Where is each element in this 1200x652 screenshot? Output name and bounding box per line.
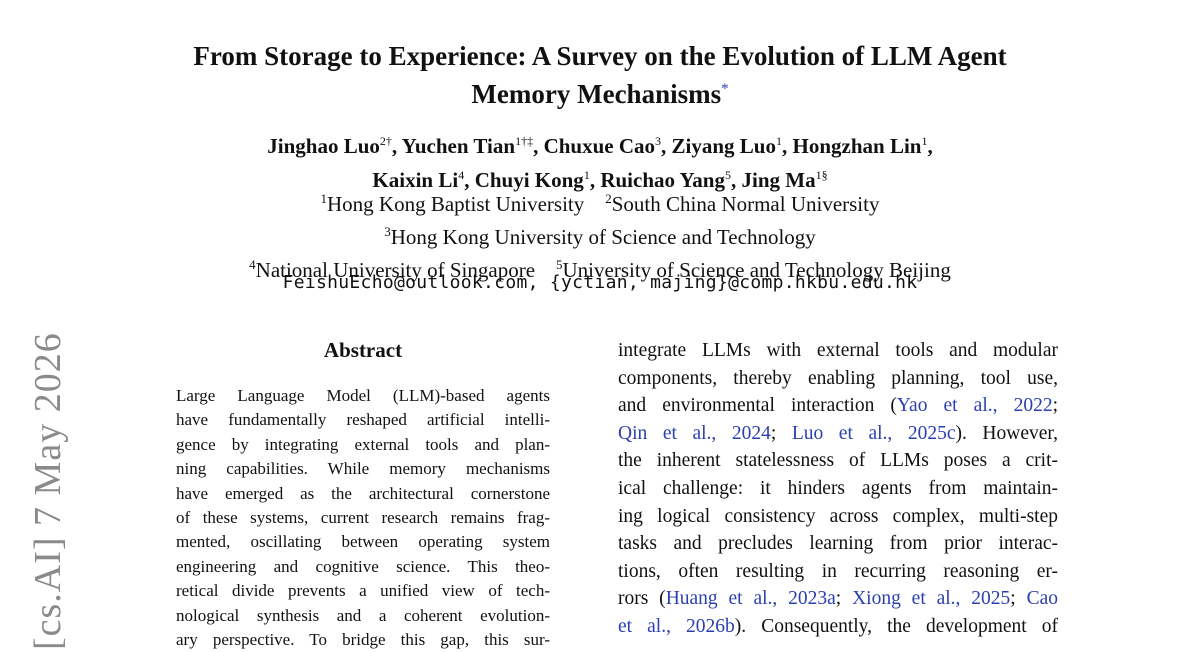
author-separator: ,: [589, 168, 601, 192]
author-affiliation-mark: 1: [776, 134, 782, 148]
abstract-body: Large Language Model (LLM)-based agents h…: [176, 384, 550, 652]
author-affiliation-mark: 5: [724, 168, 731, 182]
author-affiliation-mark: 4: [458, 168, 465, 182]
intro-line: ical challenge: it hinders agents from m…: [618, 475, 1058, 503]
author-separator: ,: [661, 134, 672, 158]
abstract-line: ary perspective. To bridge this gap, thi…: [176, 630, 550, 650]
abstract-line: nological synthesis and a coherent evolu…: [176, 605, 550, 625]
affiliation-mark: 4: [249, 257, 256, 272]
abstract-line: of these systems, current research remai…: [176, 508, 550, 528]
arxiv-side-stamp: [cs.AI] 7 May 2026: [27, 332, 69, 650]
intro-text: ). Consequently, the development of: [734, 615, 1058, 637]
intro-line: Qin et al., 2024; Luo et al., 2025c). Ho…: [618, 420, 1058, 448]
intro-text: ). However,: [955, 422, 1058, 444]
author-name: Chuxue Cao: [543, 134, 656, 158]
citation-link[interactable]: Xiong et al., 2025: [852, 588, 1011, 610]
abstract-line: have fundamentally reshaped artificial i…: [176, 410, 550, 430]
affiliation-name: University of Science and Technology Bei…: [562, 258, 951, 282]
author-name: Jing Ma: [741, 168, 816, 192]
title-footnote-mark[interactable]: *: [721, 81, 729, 97]
intro-text: ing logical consistency across complex, …: [618, 505, 1058, 527]
author-name: Chuyi Kong: [474, 168, 584, 192]
abstract-line: ning capabilities. While memory mechanis…: [176, 459, 550, 479]
affiliation-name: National University of Singapore: [255, 258, 536, 282]
affiliation-name: South China Normal University: [611, 192, 880, 216]
citation-link[interactable]: Yao et al., 2022: [896, 395, 1053, 417]
author-separator: ,: [391, 134, 402, 158]
intro-text: components, thereby enabling planning, t…: [618, 367, 1058, 389]
author-affiliation-mark: 1†‡: [515, 134, 534, 148]
intro-text: integrate LLMs with external tools and m…: [618, 340, 1058, 361]
citation-link[interactable]: Huang et al., 2023a: [665, 588, 836, 610]
intro-text: ;: [1052, 395, 1058, 417]
author-name: Yuchen Tian: [401, 134, 516, 158]
author-list: Jinghao Luo2†, Yuchen Tian1†‡, Chuxue Ca…: [0, 127, 1200, 195]
affiliation-line-1: 1Hong Kong Baptist University 2South Chi…: [0, 185, 1200, 218]
title-line-2-text: Memory Mechanisms: [471, 79, 722, 109]
intro-line: components, thereby enabling planning, t…: [618, 365, 1058, 393]
title-line-2: Memory Mechanisms*: [0, 73, 1200, 111]
author-affiliation-mark: 2†: [379, 134, 392, 148]
intro-line: tasks and precludes learning from prior …: [618, 530, 1058, 558]
author-line-1: Jinghao Luo2†, Yuchen Tian1†‡, Chuxue Ca…: [0, 127, 1200, 161]
author-affiliation-mark: 3: [655, 134, 662, 148]
intro-text: and environmental interaction (: [618, 395, 897, 417]
author-separator: ,: [782, 134, 793, 158]
intro-text: ;: [770, 422, 792, 444]
affiliation-mark: 1: [320, 191, 328, 206]
contact-email: FeishuEcho@outlook.com, {yctian, majing}…: [282, 272, 918, 293]
author-separator: ,: [730, 168, 742, 192]
abstract-line: engineering and cognitive science. This …: [176, 556, 550, 576]
affiliation-line-3: 4National University of Singapore 5Unive…: [0, 251, 1200, 284]
citation-link[interactable]: Luo et al., 2025c: [791, 422, 956, 444]
intro-line: tions, often resulting in recurring reas…: [618, 558, 1058, 586]
citation-link[interactable]: Qin et al., 2024: [618, 422, 771, 444]
affiliations: 1Hong Kong Baptist University 2South Chi…: [0, 185, 1200, 284]
author-separator: ,: [464, 168, 475, 192]
affiliation-name: Hong Kong University of Science and Tech…: [390, 225, 816, 249]
intro-line: and environmental interaction (Yao et al…: [618, 392, 1058, 420]
author-name: Ziyang Luo: [671, 134, 776, 158]
intro-text: the inherent statelessness of LLMs poses…: [618, 450, 1058, 472]
author-name: Jinghao Luo: [267, 134, 380, 158]
affiliation-line-2: 3Hong Kong University of Science and Tec…: [0, 218, 1200, 251]
intro-text: tions, often resulting in recurring reas…: [618, 560, 1058, 582]
author-affiliation-mark: 1: [921, 134, 928, 148]
abstract-heading: Abstract: [323, 338, 403, 362]
citation-link[interactable]: Cao: [1026, 588, 1058, 610]
intro-text: ;: [1010, 588, 1027, 610]
introduction-body: integrate LLMs with external tools and m…: [618, 337, 1058, 641]
author-line-2: Kaixin Li4, Chuyi Kong1, Ruichao Yang5, …: [0, 161, 1200, 195]
citation-link[interactable]: et al., 2026b: [618, 615, 735, 637]
affiliation-mark: 5: [556, 257, 563, 272]
author-separator: ,: [927, 134, 933, 158]
intro-text: tasks and precludes learning from prior …: [618, 533, 1058, 555]
abstract-line: have emerged as the architectural corner…: [176, 483, 550, 503]
author-affiliation-mark: 1: [583, 168, 590, 182]
title-line-1: From Storage to Experience: A Survey on …: [193, 41, 1007, 71]
intro-line: ing logical consistency across complex, …: [618, 503, 1058, 531]
intro-text: ;: [835, 588, 853, 610]
intro-line: rors (Huang et al., 2023a; Xiong et al.,…: [618, 585, 1058, 613]
intro-line: et al., 2026b). Consequently, the develo…: [618, 613, 1058, 641]
abstract-line: gence by integrating external tools and …: [176, 434, 550, 454]
author-affiliation-mark: 1§: [815, 168, 828, 182]
affiliation-mark: 3: [384, 224, 391, 239]
paper-title: From Storage to Experience: A Survey on …: [0, 40, 1200, 111]
author-name: Kaixin Li: [372, 168, 459, 192]
intro-line: the inherent statelessness of LLMs poses…: [618, 447, 1058, 475]
intro-text: ical challenge: it hinders agents from m…: [618, 477, 1058, 499]
abstract-line: Large Language Model (LLM)-based agents: [176, 386, 550, 405]
author-name: Ruichao Yang: [600, 168, 725, 192]
author-name: Hongzhan Lin: [792, 134, 922, 158]
affiliation-mark: 2: [605, 191, 612, 206]
intro-line: integrate LLMs with external tools and m…: [618, 337, 1058, 365]
affiliation-name: Hong Kong Baptist University: [327, 192, 585, 216]
abstract-line: retical divide prevents a unified view o…: [176, 581, 550, 601]
abstract-line: mented, oscillating between operating sy…: [176, 532, 550, 552]
author-separator: ,: [533, 134, 544, 158]
intro-text: rors (: [618, 588, 666, 610]
